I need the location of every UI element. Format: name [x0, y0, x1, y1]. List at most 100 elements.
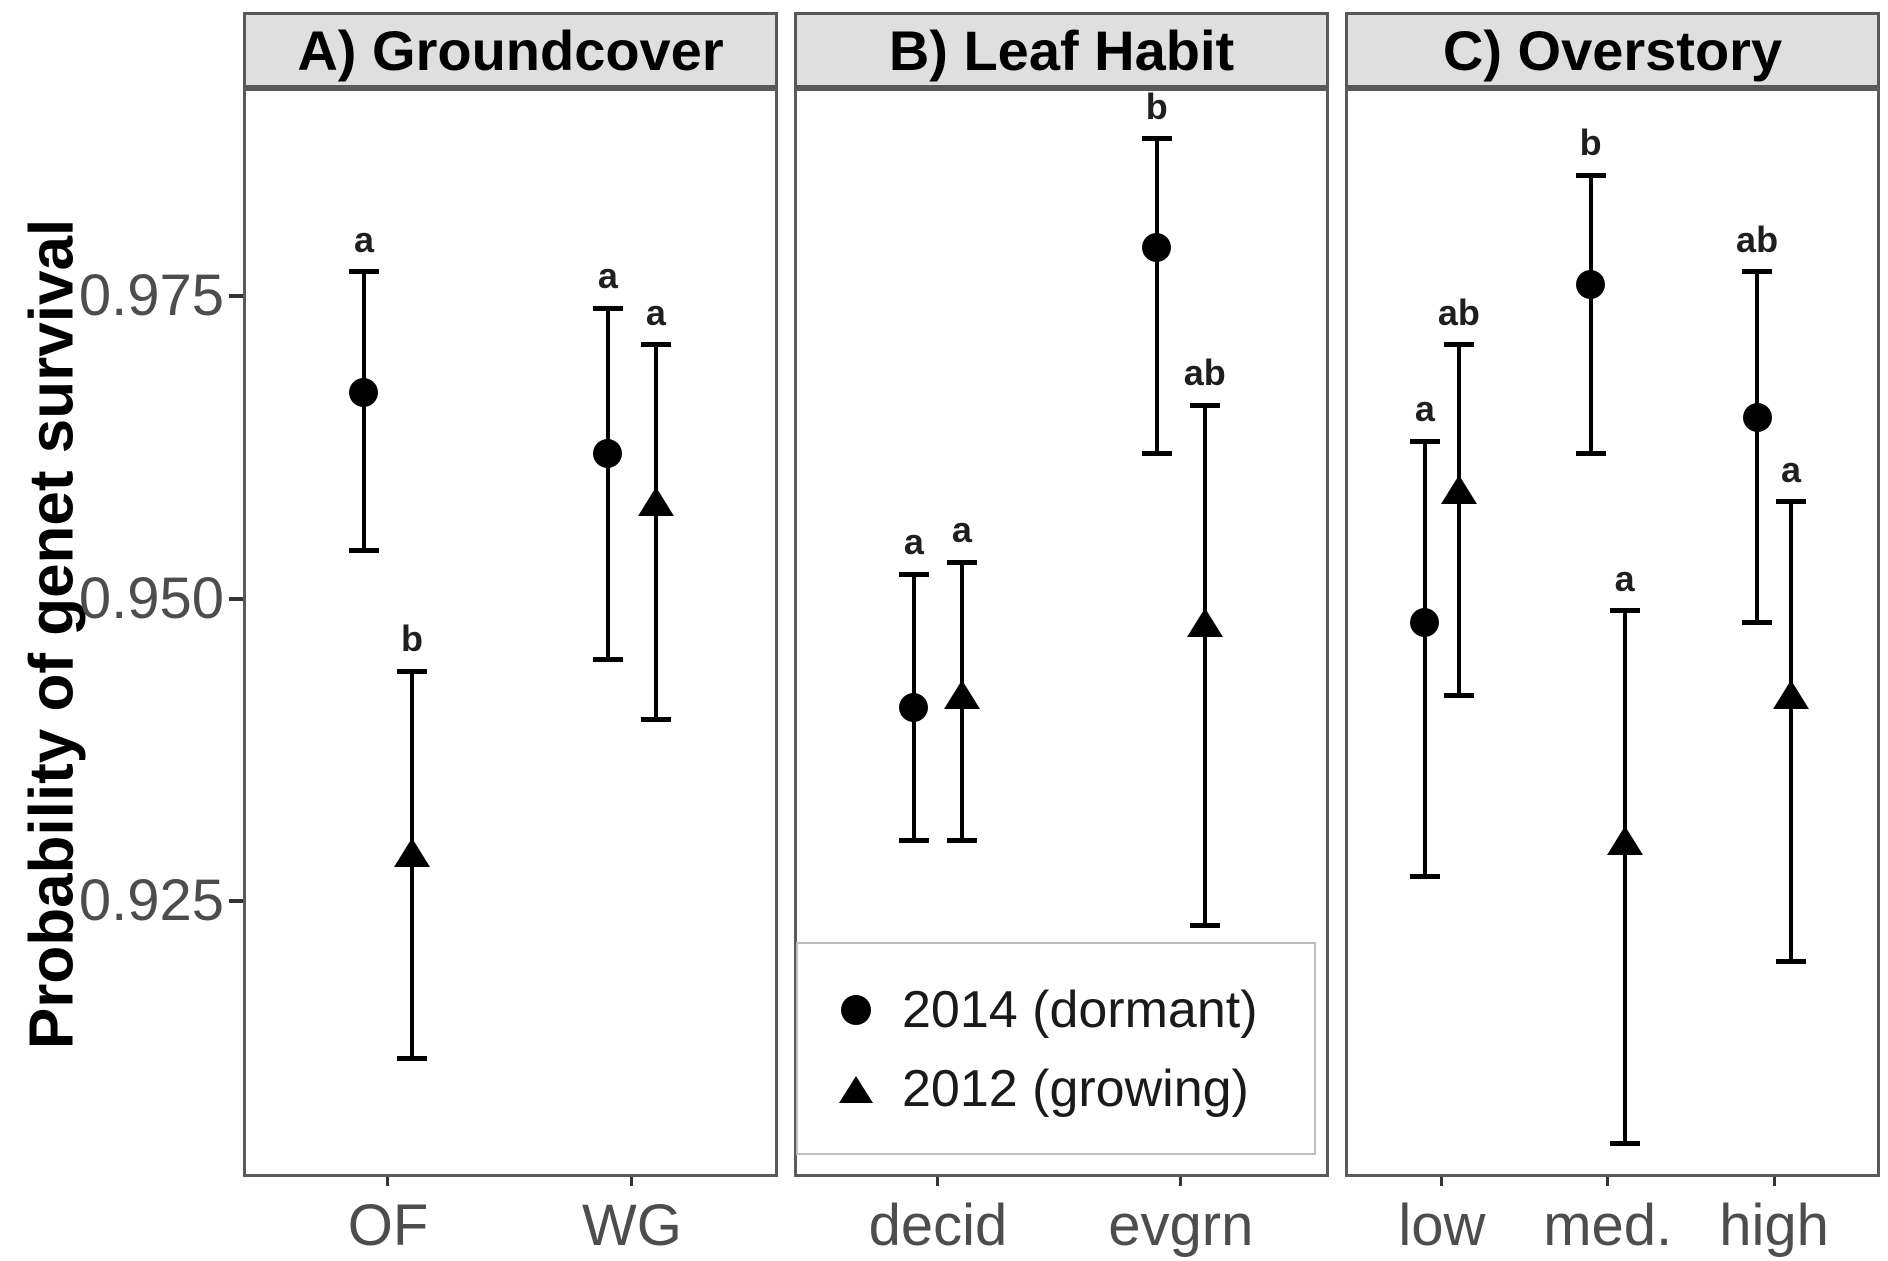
error-bar-cap-top	[348, 269, 379, 275]
error-bar	[1622, 610, 1627, 1144]
point-marker-triangle	[1773, 680, 1810, 710]
x-tick-label: decid	[868, 1193, 1008, 1258]
point-marker-triangle	[1440, 474, 1477, 504]
significance-letter: ab	[1437, 291, 1480, 333]
error-bar-cap-top	[1189, 402, 1220, 408]
error-bar	[1154, 138, 1159, 454]
significance-letter: a	[903, 521, 924, 563]
facet-strip-label: A) Groundcover	[297, 18, 724, 82]
legend-row-2012: 2012 (growing)	[798, 1049, 1314, 1129]
error-bar-cap-bottom	[1609, 1140, 1640, 1146]
significance-letter: a	[1414, 388, 1435, 430]
panel-groundcover	[243, 88, 778, 1177]
error-bar	[653, 344, 658, 720]
point-marker-circle	[593, 438, 623, 468]
point-marker-triangle	[943, 680, 980, 710]
error-bar-cap-top	[396, 668, 427, 674]
x-tick-label: low	[1398, 1193, 1486, 1258]
significance-letter: b	[400, 618, 423, 660]
error-bar	[1422, 441, 1427, 877]
error-bar	[1202, 405, 1207, 926]
error-bar-cap-top	[898, 571, 929, 577]
x-axis-tick	[386, 1177, 390, 1186]
error-bar-cap-bottom	[1443, 692, 1474, 698]
point-marker-circle	[349, 378, 379, 408]
significance-letter: a	[1614, 557, 1635, 599]
significance-letter: a	[645, 291, 666, 333]
x-tick-label: high	[1719, 1193, 1829, 1258]
point-marker-circle	[1576, 269, 1606, 299]
x-tick-label: med.	[1543, 1193, 1673, 1258]
y-axis-tick	[229, 294, 243, 298]
y-axis-tick	[229, 597, 243, 601]
triangle-icon	[838, 1049, 874, 1129]
x-axis-tick	[936, 1177, 940, 1186]
legend: 2014 (dormant) 2012 (growing)	[796, 942, 1316, 1155]
facet-strip-groundcover: A) Groundcover	[243, 12, 778, 88]
point-marker-triangle	[1606, 825, 1643, 855]
x-axis-tick	[1179, 1177, 1183, 1186]
point-marker-circle	[899, 693, 929, 723]
error-bar-cap-bottom	[1141, 450, 1172, 456]
error-bar-cap-top	[1609, 608, 1640, 614]
facet-strip-overstory: C) Overstory	[1345, 12, 1880, 88]
y-tick-label-0925: 0.925	[78, 868, 224, 933]
point-marker-triangle	[637, 486, 674, 516]
error-bar-cap-bottom	[1776, 959, 1807, 965]
x-axis-tick	[1606, 1177, 1610, 1186]
error-bar-cap-bottom	[640, 717, 671, 723]
error-bar	[361, 271, 366, 551]
error-bar-cap-top	[946, 559, 977, 565]
significance-letter: a	[1781, 448, 1802, 490]
x-tick-label: WG	[582, 1193, 682, 1258]
error-bar-cap-bottom	[1189, 922, 1220, 928]
significance-letter: a	[951, 509, 972, 551]
error-bar-cap-bottom	[592, 656, 623, 662]
x-tick-label: OF	[347, 1193, 429, 1258]
error-bar	[1755, 271, 1760, 623]
facet-strip-label: C) Overstory	[1442, 18, 1783, 82]
significance-letter: a	[597, 255, 618, 297]
circle-icon	[838, 970, 874, 1050]
y-tick-label-0950: 0.950	[78, 566, 224, 631]
error-bar	[1456, 344, 1461, 696]
facet-strip-leaf-habit: B) Leaf Habit	[794, 12, 1329, 88]
error-bar	[605, 308, 610, 660]
error-bar-cap-top	[1409, 438, 1440, 444]
error-bar	[1789, 501, 1794, 962]
error-bar-cap-top	[1443, 342, 1474, 348]
error-bar-cap-bottom	[1409, 874, 1440, 880]
error-bar-cap-bottom	[1742, 620, 1773, 626]
error-bar-cap-top	[1141, 136, 1172, 142]
error-bar-cap-bottom	[396, 1055, 427, 1061]
significance-letter: ab	[1736, 218, 1779, 260]
point-marker-circle	[1410, 608, 1440, 638]
point-marker-triangle	[1186, 607, 1223, 637]
error-bar-cap-top	[640, 342, 671, 348]
legend-label-2012: 2012 (growing)	[902, 1060, 1249, 1118]
error-bar-cap-bottom	[898, 838, 929, 844]
x-axis-tick	[630, 1177, 634, 1186]
error-bar-cap-top	[1575, 172, 1606, 178]
legend-row-2014: 2014 (dormant)	[798, 970, 1314, 1050]
error-bar-cap-top	[1776, 499, 1807, 505]
y-tick-label-0975: 0.975	[78, 263, 224, 328]
point-marker-circle	[1142, 233, 1172, 263]
point-marker-triangle	[393, 837, 430, 867]
x-axis-tick	[1772, 1177, 1776, 1186]
significance-letter: b	[1579, 122, 1602, 164]
legend-label-2014: 2014 (dormant)	[902, 981, 1258, 1039]
significance-letter: b	[1145, 85, 1168, 127]
point-marker-circle	[1742, 402, 1772, 432]
error-bar-cap-bottom	[1575, 450, 1606, 456]
x-tick-label: evgrn	[1108, 1193, 1254, 1258]
error-bar-cap-bottom	[348, 547, 379, 553]
significance-letter: ab	[1183, 352, 1226, 394]
significance-letter: a	[353, 218, 374, 260]
x-axis-tick	[1440, 1177, 1444, 1186]
error-bar-cap-top	[1742, 269, 1773, 275]
error-bar-cap-bottom	[946, 838, 977, 844]
error-bar-cap-top	[592, 305, 623, 311]
facet-strip-label: B) Leaf Habit	[888, 18, 1235, 82]
